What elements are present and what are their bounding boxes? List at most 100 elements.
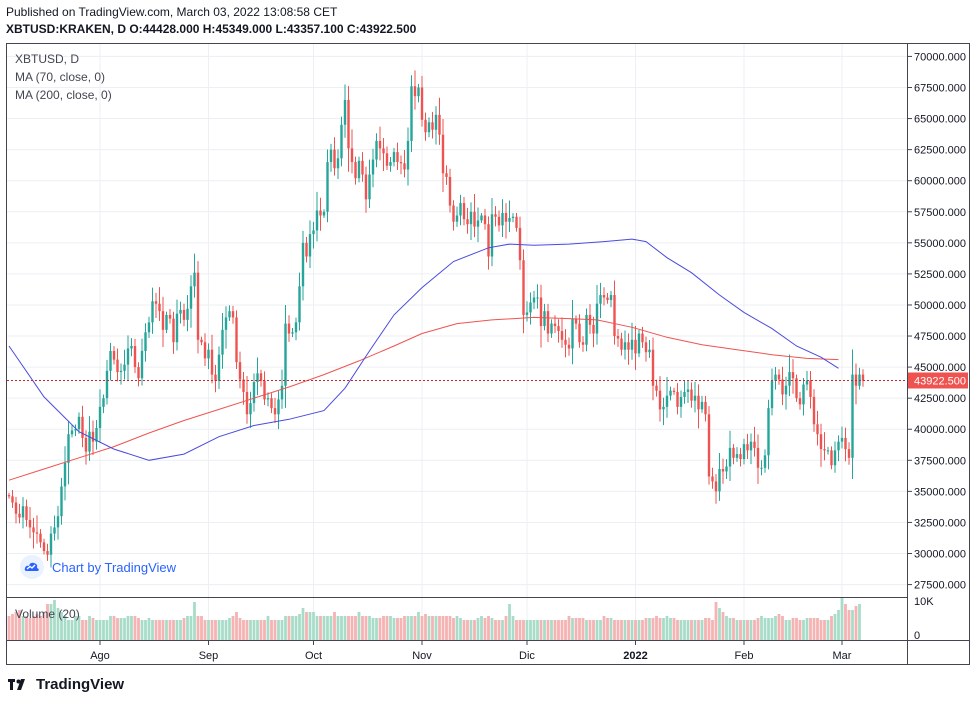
candle-body xyxy=(641,333,644,343)
candle-body xyxy=(511,216,515,218)
volume-bar xyxy=(515,620,518,640)
volume-bars xyxy=(7,598,861,640)
candle-body xyxy=(361,160,364,175)
volume-bar xyxy=(417,612,420,640)
volume-bar xyxy=(732,618,735,640)
volume-bar xyxy=(602,616,606,640)
candle-body xyxy=(774,374,777,381)
candle-body xyxy=(385,153,389,166)
candle-body xyxy=(837,441,840,451)
candle-body xyxy=(770,380,774,409)
candle-body xyxy=(441,134,445,174)
volume-bar xyxy=(539,620,543,640)
candle-body xyxy=(637,333,641,354)
candle-body xyxy=(438,114,441,135)
volume-bar xyxy=(431,616,434,640)
candle-body xyxy=(329,149,333,163)
volume-bar xyxy=(725,616,728,640)
candle-body xyxy=(53,527,56,534)
volume-bar xyxy=(294,616,298,640)
volume-bar xyxy=(263,620,266,640)
candle-body xyxy=(7,495,11,497)
volume-bar xyxy=(473,620,476,640)
volume-bar xyxy=(518,620,522,640)
volume-bar xyxy=(445,616,448,640)
volume-bar xyxy=(81,620,84,640)
volume-bar xyxy=(140,620,144,640)
volume-bar xyxy=(266,616,270,640)
volume-bar xyxy=(200,616,203,640)
volume-bar xyxy=(781,616,784,640)
candle-body xyxy=(179,309,182,314)
volume-bar xyxy=(648,618,651,640)
volume-bar xyxy=(413,616,417,640)
volume-bar xyxy=(42,612,46,640)
volume-bar xyxy=(763,618,767,640)
volume-bar xyxy=(613,620,616,640)
volume-bar xyxy=(483,618,487,640)
candle-body xyxy=(375,140,378,160)
footer-logo[interactable]: TradingView xyxy=(8,674,124,694)
volume-bar xyxy=(193,602,196,640)
volume-bar xyxy=(350,616,354,640)
candle-body xyxy=(259,373,263,381)
volume-bar xyxy=(392,618,396,640)
volume-bar xyxy=(651,618,655,640)
price-tick-label: 67500.000 xyxy=(914,82,966,94)
candle-body xyxy=(550,323,553,334)
volume-bar xyxy=(795,618,798,640)
candle-body xyxy=(263,380,266,400)
watermark[interactable]: Chart by TradingView xyxy=(20,555,176,579)
candle-body xyxy=(749,441,753,451)
candle-body xyxy=(364,174,368,200)
candle-body xyxy=(448,176,452,206)
candle-body xyxy=(833,450,837,466)
candle-body xyxy=(116,359,119,373)
candle-body xyxy=(291,332,294,334)
candle-body xyxy=(231,311,235,318)
candle-body xyxy=(518,227,522,261)
candle-body xyxy=(343,99,347,125)
candle-body xyxy=(98,406,102,428)
time-tick-label: Feb xyxy=(735,650,754,662)
volume-bar xyxy=(242,620,245,640)
legend-ma70: MA (70, close, 0) xyxy=(15,70,106,84)
candle-body xyxy=(434,114,438,130)
candle-body xyxy=(613,295,616,337)
candle-body xyxy=(389,162,392,166)
volume-bar xyxy=(228,618,231,640)
volume-bar xyxy=(98,620,102,640)
last-price-tag: 43922.500 xyxy=(908,372,968,389)
volume-bar xyxy=(462,620,466,640)
volume-bar xyxy=(487,616,490,640)
volume-bar xyxy=(700,620,704,640)
last-price-tag-bg xyxy=(908,372,968,389)
volume-bar xyxy=(669,618,672,640)
candle-body xyxy=(662,406,665,410)
candle-body xyxy=(224,317,228,330)
volume-bar xyxy=(550,620,553,640)
candle-body xyxy=(781,379,784,395)
candle-body xyxy=(532,297,536,303)
candle-body xyxy=(508,217,511,222)
time-tick-label: Mar xyxy=(833,650,852,662)
candle-body xyxy=(826,450,830,452)
price-axis: 70000.000 67500.000 65000.000 62500.000 6000… xyxy=(907,51,966,592)
volume-bar xyxy=(273,620,277,640)
candle-body xyxy=(21,506,25,518)
candle-body xyxy=(333,149,336,169)
volume-bar xyxy=(756,618,760,640)
candle-body xyxy=(658,390,662,410)
volume-bar xyxy=(329,616,333,640)
volume-bar xyxy=(749,620,753,640)
volume-bar xyxy=(830,616,833,640)
volume-bar xyxy=(7,616,11,640)
volume-bar xyxy=(336,616,340,640)
time-tick-label: Ago xyxy=(90,650,110,662)
volume-bar xyxy=(581,618,585,640)
time-tick-label: Sep xyxy=(199,650,219,662)
candle-body xyxy=(144,332,147,351)
candle-body xyxy=(700,401,704,410)
candle-body xyxy=(35,532,39,534)
